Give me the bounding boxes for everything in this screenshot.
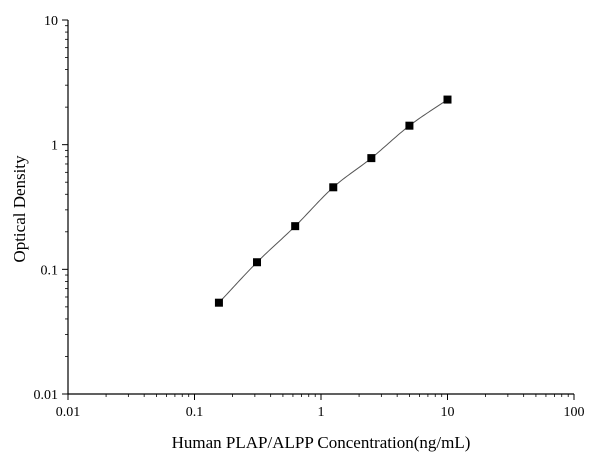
x-tick-label: 10 [441, 405, 455, 420]
axes [67, 20, 574, 395]
y-tick-label: 0.01 [34, 388, 59, 403]
x-tick-label: 0.1 [186, 405, 204, 420]
data-point [291, 222, 300, 231]
ticks [62, 19, 575, 400]
data-point [367, 154, 376, 163]
data-point [214, 298, 223, 307]
tick-labels: 0.01 0.1 1 10 100 0.01 0.1 1 10 [34, 14, 585, 420]
x-axis-label: Human PLAP/ALPP Concentration(ng/mL) [172, 433, 471, 452]
x-tick-label: 1 [318, 405, 325, 420]
data-point [405, 121, 414, 130]
fit-curve-group [218, 99, 448, 304]
data-points [214, 95, 452, 307]
x-tick-label: 0.01 [56, 405, 81, 420]
y-tick-label: 0.1 [41, 263, 59, 278]
fit-curve [218, 99, 448, 304]
y-axis-label: Optical Density [10, 155, 29, 263]
y-tick-label: 10 [44, 14, 58, 29]
data-point [443, 95, 452, 104]
y-tick-label: 1 [51, 139, 58, 154]
x-tick-label: 100 [564, 405, 585, 420]
data-point [253, 258, 262, 267]
data-point [329, 183, 338, 192]
